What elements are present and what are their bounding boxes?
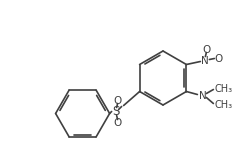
Text: O: O [114, 117, 122, 128]
Text: CH₃: CH₃ [214, 100, 233, 109]
Text: O: O [202, 44, 210, 55]
Text: O: O [114, 96, 122, 105]
Text: N: N [200, 56, 208, 65]
Text: N: N [198, 91, 206, 100]
Text: O: O [214, 53, 223, 64]
Text: CH₃: CH₃ [214, 84, 233, 93]
Text: S: S [112, 105, 119, 118]
